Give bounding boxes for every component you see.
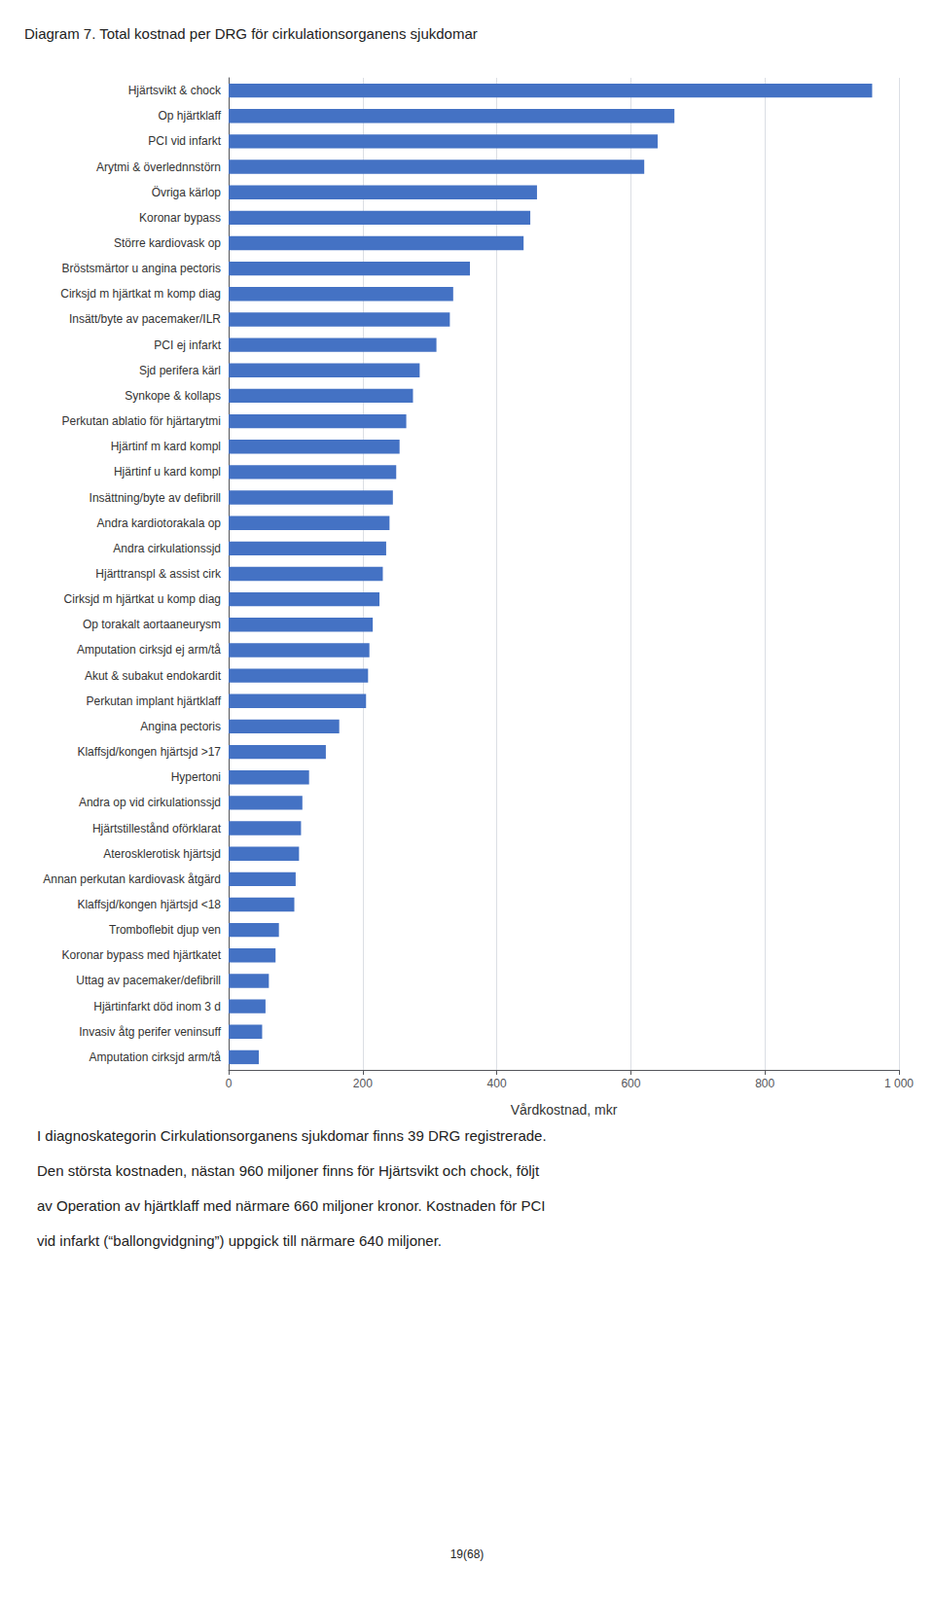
svg-text:Andra cirkulationssjd: Andra cirkulationssjd: [112, 541, 221, 556]
svg-text:0: 0: [225, 1077, 233, 1091]
svg-text:Koronar bypass med hjärtkatet: Koronar bypass med hjärtkatet: [62, 948, 222, 963]
svg-text:Perkutan implant hjärtklaff: Perkutan implant hjärtklaff: [85, 694, 221, 709]
svg-text:600: 600: [620, 1077, 641, 1091]
svg-text:Koronar bypass: Koronar bypass: [139, 211, 221, 225]
svg-text:800: 800: [754, 1077, 775, 1091]
svg-text:Aterosklerotisk hjärtsjd: Aterosklerotisk hjärtsjd: [103, 847, 221, 862]
svg-text:400: 400: [487, 1077, 507, 1091]
svg-text:PCI ej infarkt: PCI ej infarkt: [153, 338, 221, 353]
svg-text:Op torakalt aortaaneurysm: Op torakalt aortaaneurysm: [82, 617, 221, 632]
svg-text:Uttag av pacemaker/defibrill: Uttag av pacemaker/defibrill: [75, 973, 221, 988]
svg-text:Akut & subakut endokardit: Akut & subakut endokardit: [84, 669, 222, 683]
svg-text:Insättning/byte av defibrill: Insättning/byte av defibrill: [89, 491, 221, 505]
svg-text:Övriga kärlop: Övriga kärlop: [151, 185, 222, 200]
svg-text:1 000: 1 000: [884, 1077, 914, 1091]
svg-text:Sjd perifera kärl: Sjd perifera kärl: [139, 363, 221, 378]
svg-text:Andra kardiotorakala op: Andra kardiotorakala op: [97, 516, 222, 531]
svg-text:Cirksjd m hjärtkat u komp diag: Cirksjd m hjärtkat u komp diag: [64, 592, 221, 607]
svg-text:Vårdkostnad, mkr: Vårdkostnad, mkr: [510, 1102, 618, 1118]
svg-text:Diagram 7. Total kostnad per D: Diagram 7. Total kostnad per DRG för cir…: [24, 25, 478, 42]
svg-text:Hjärtinf m kard kompl: Hjärtinf m kard kompl: [110, 439, 221, 454]
svg-text:Perkutan ablatio för hjärtaryt: Perkutan ablatio för hjärtarytmi: [62, 414, 221, 429]
svg-text:PCI vid infarkt: PCI vid infarkt: [147, 134, 221, 148]
svg-text:Angina pectoris: Angina pectoris: [140, 719, 221, 734]
svg-text:Amputation cirksjd ej arm/tå: Amputation cirksjd ej arm/tå: [76, 643, 221, 657]
svg-text:Större kardiovask op: Större kardiovask op: [113, 236, 221, 251]
svg-text:Synkope & kollaps: Synkope & kollaps: [124, 389, 221, 403]
svg-text:Invasiv åtg perifer veninsuff: Invasiv åtg perifer veninsuff: [78, 1025, 222, 1040]
svg-text:Annan perkutan kardiovask åtgä: Annan perkutan kardiovask åtgärd: [42, 872, 221, 887]
svg-text:Cirksjd m hjärtkat m komp diag: Cirksjd m hjärtkat m komp diag: [60, 287, 221, 301]
svg-text:Den största kostnaden, nästan: Den största kostnaden, nästan 960 miljon…: [36, 1162, 540, 1180]
svg-text:Amputation cirksjd arm/tå: Amputation cirksjd arm/tå: [89, 1050, 222, 1065]
svg-text:Hjärtinfarkt död inom 3 d: Hjärtinfarkt död inom 3 d: [93, 1000, 221, 1014]
svg-text:Hypertoni: Hypertoni: [171, 770, 221, 785]
svg-text:Arytmi & överlednnstörn: Arytmi & överlednnstörn: [96, 160, 221, 175]
svg-text:Andra op vid cirkulationssjd: Andra op vid cirkulationssjd: [78, 795, 221, 810]
svg-text:Insätt/byte av pacemaker/ILR: Insätt/byte av pacemaker/ILR: [69, 312, 221, 326]
svg-text:Tromboflebit djup ven: Tromboflebit djup ven: [108, 923, 221, 937]
svg-text:19(68): 19(68): [450, 1547, 485, 1562]
svg-text:Hjärtinf u kard kompl: Hjärtinf u kard kompl: [113, 465, 221, 479]
svg-text:av Operation av hjärtklaff med: av Operation av hjärtklaff med närmare 6…: [36, 1197, 546, 1215]
svg-text:Bröstsmärtor u angina pectoris: Bröstsmärtor u angina pectoris: [62, 261, 221, 276]
svg-text:Hjärtsvikt & chock: Hjärtsvikt & chock: [128, 83, 222, 98]
svg-text:vid infarkt (“ballongvidgning”: vid infarkt (“ballongvidgning”) uppgick …: [36, 1232, 442, 1250]
svg-text:Op hjärtklaff: Op hjärtklaff: [158, 108, 222, 123]
svg-text:200: 200: [353, 1077, 373, 1091]
svg-text:Hjärttranspl & assist cirk: Hjärttranspl & assist cirk: [95, 567, 222, 581]
svg-text:I diagnoskategorin Cirkulation: I diagnoskategorin Cirkulationsorganens …: [36, 1127, 547, 1145]
svg-text:Klaffsjd/kongen hjärtsjd <18: Klaffsjd/kongen hjärtsjd <18: [76, 898, 221, 912]
svg-text:Hjärtstillestånd oförklarat: Hjärtstillestånd oförklarat: [92, 822, 222, 836]
svg-text:Klaffsjd/kongen hjärtsjd >17: Klaffsjd/kongen hjärtsjd >17: [76, 745, 221, 759]
